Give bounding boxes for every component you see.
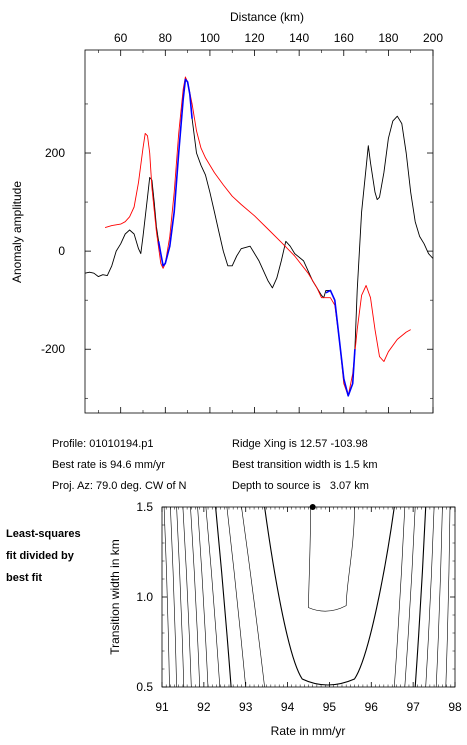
y-tick-label: 200 <box>45 146 65 160</box>
model-line <box>104 76 411 397</box>
misfit-contour-chart: 91 92 93 94 95 96 97 98 0.5 1.0 1.5 Rate in mm/yr… <box>108 500 462 738</box>
contour-line <box>414 506 427 688</box>
contour-lines <box>163 506 451 688</box>
x-tick-label: 100 <box>200 31 220 45</box>
top-x-axis-title: Distance (km) <box>230 10 304 24</box>
contour-line <box>308 506 355 612</box>
top-x-tick-labels: 60 80 100 120 140 160 180 200 <box>114 31 443 45</box>
x-tick-label: 80 <box>159 31 173 45</box>
top-tick-marks <box>85 50 434 413</box>
x-tick-label: 94 <box>281 700 295 714</box>
y-tick-label: 0 <box>58 244 65 258</box>
top-series <box>84 76 434 397</box>
bottom-x-axis-title: Rate in mm/yr <box>271 724 346 738</box>
x-tick-label: 97 <box>406 700 420 714</box>
bottom-y-tick-labels: 0.5 1.0 1.5 <box>136 500 153 694</box>
bottom-x-tick-labels: 91 92 93 94 95 96 97 98 <box>155 700 462 714</box>
contour-line <box>215 506 232 688</box>
contour-line <box>445 506 451 688</box>
x-tick-label: 98 <box>448 700 462 714</box>
note-line: fit divided by <box>6 550 74 562</box>
best-fit-marker <box>309 504 316 510</box>
depth-to-source-label: Depth to source is 3.07 km <box>232 480 369 492</box>
least-squares-note: Least-squares fit divided by best fit <box>6 523 81 589</box>
contour-line <box>425 506 435 688</box>
x-tick-label: 120 <box>245 31 265 45</box>
top-y-axis-title: Anomaly amplitude <box>10 181 24 283</box>
y-tick-label: 0.5 <box>136 680 153 694</box>
contour-line <box>241 506 265 688</box>
y-tick-label: -200 <box>41 342 65 356</box>
fit_window-line <box>157 78 193 267</box>
contour-line <box>394 506 406 688</box>
x-tick-label: 93 <box>239 700 253 714</box>
profile-label: Profile: 01010194.p1 <box>52 438 154 450</box>
x-tick-label: 60 <box>114 31 128 45</box>
x-tick-label: 92 <box>197 700 211 714</box>
x-tick-label: 180 <box>378 31 398 45</box>
contour-line <box>264 506 395 686</box>
ridge-crossing-label: Ridge Xing is 12.57 -103.98 <box>232 438 368 450</box>
contour-line <box>182 506 192 688</box>
fit_window-line <box>325 289 356 397</box>
contour-line <box>226 506 246 688</box>
anomaly-chart: Distance (km) 60 80 100 120 140 160 180 200 -20… <box>10 10 443 414</box>
projection-azimuth-label: Proj. Az: 79.0 deg. CW of N <box>52 480 187 492</box>
observed-line <box>84 78 434 397</box>
contour-line <box>190 506 200 688</box>
contour-line <box>435 506 443 688</box>
contour-line <box>404 506 416 688</box>
x-tick-label: 140 <box>289 31 309 45</box>
contour-line <box>163 506 170 688</box>
best-rate-label: Best rate is 94.6 mm/yr <box>52 459 166 471</box>
contour-line <box>176 506 185 688</box>
top-plot-frame <box>84 49 434 414</box>
x-tick-label: 200 <box>423 31 443 45</box>
contour-line <box>197 506 209 688</box>
y-tick-label: 1.5 <box>136 500 153 514</box>
note-line: best fit <box>6 572 43 584</box>
best-transition-width-label: Best transition width is 1.5 km <box>232 459 378 471</box>
x-tick-label: 160 <box>334 31 354 45</box>
contour-line <box>205 506 221 688</box>
contour-line <box>170 506 177 688</box>
x-tick-label: 91 <box>155 700 169 714</box>
x-tick-label: 96 <box>365 700 379 714</box>
x-tick-label: 95 <box>323 700 337 714</box>
y-tick-label: 1.0 <box>136 590 153 604</box>
bottom-y-axis-title: Transition width in km <box>108 539 122 655</box>
top-y-tick-labels: -200 0 200 <box>41 146 65 356</box>
note-line: Least-squares <box>6 528 81 540</box>
